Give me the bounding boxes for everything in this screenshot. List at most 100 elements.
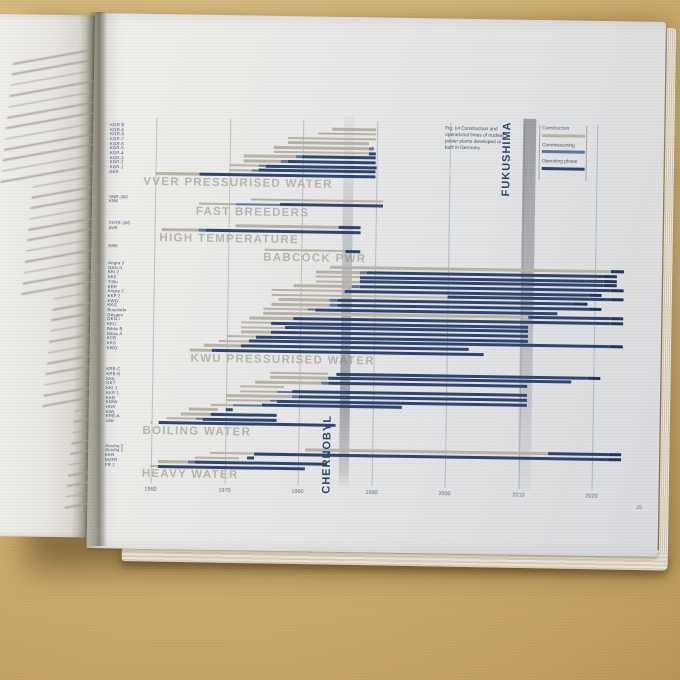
bar-commissioning <box>329 299 338 302</box>
row-label: KGR-7 <box>109 137 124 142</box>
row-label: KKP 2 <box>107 294 121 299</box>
bar-construction <box>209 451 255 455</box>
bar-commissioning <box>195 417 204 421</box>
bar-construction <box>241 325 286 330</box>
blurred-text-line <box>6 100 96 119</box>
bar-construction <box>278 298 330 302</box>
bar-commissioning <box>198 228 207 232</box>
bar-operating <box>262 404 402 410</box>
legend-swatch <box>541 166 585 171</box>
bar-commissioning <box>295 155 302 159</box>
bar-operating-end <box>610 298 624 302</box>
bar-operating-end <box>610 289 625 293</box>
row-label: KWO <box>106 345 118 351</box>
bar-operating-end <box>608 453 622 457</box>
bar-operating-end <box>603 284 617 288</box>
bar-commissioning <box>251 168 259 172</box>
axis-tick-1980: 1980 <box>291 489 304 495</box>
bar-operating-end <box>603 274 617 279</box>
legend-right-rule <box>585 125 588 181</box>
bar-construction <box>225 398 270 403</box>
blurred-text-line <box>2 141 96 162</box>
legend-label: Commissioning <box>541 142 575 148</box>
bar-operating <box>345 249 361 253</box>
bar-construction <box>315 275 360 279</box>
blurred-text-line <box>5 110 96 130</box>
bar-operating-end <box>573 302 588 306</box>
bar-construction <box>248 316 293 320</box>
group-header: HIGH TEMPERATURE <box>159 231 299 246</box>
right-page: Fig. 14 Construction and operational tim… <box>86 13 666 557</box>
book-spine-crease <box>87 12 107 546</box>
row-label: KKS <box>106 341 116 346</box>
bar-construction <box>271 288 345 293</box>
legend-label: Operating phase <box>541 159 578 165</box>
blurred-text-line <box>27 212 96 231</box>
row-label: THTR-300 <box>108 221 131 226</box>
bar-construction <box>204 344 241 348</box>
legend-swatch <box>541 150 585 154</box>
bar-construction <box>226 334 256 339</box>
bar-operating <box>301 155 377 160</box>
row-label: Angra 3 <box>108 261 125 266</box>
row-label: KGR B <box>110 123 125 128</box>
bar-operating <box>246 456 254 460</box>
row-label: KWW <box>105 400 118 405</box>
row-label: Biblis B <box>107 327 123 332</box>
group-header: BOILING WATER <box>142 424 252 439</box>
bar-arrow <box>611 270 625 274</box>
bar-construction <box>332 127 377 132</box>
chernobyl-label: CHERNOBYL <box>320 414 334 494</box>
blurred-text-line <box>0 161 96 183</box>
bar-commissioning <box>258 164 266 168</box>
bar-commissioning <box>307 308 316 311</box>
bar-operating-end <box>587 376 601 380</box>
bar-construction <box>255 380 322 385</box>
bar-construction <box>288 141 370 146</box>
bar-operating-end <box>588 293 602 297</box>
legend-left-rule <box>538 124 541 181</box>
bar-operating <box>287 159 377 165</box>
row-label: KGR-1 <box>109 165 124 170</box>
bar-construction <box>181 412 211 416</box>
bar-construction <box>158 460 188 464</box>
row-label: KNK <box>109 199 119 204</box>
bar-operating <box>528 316 611 321</box>
bar-commissioning <box>359 271 368 274</box>
bar-construction <box>150 421 152 424</box>
bar-construction <box>243 159 281 163</box>
bar-construction <box>240 389 278 393</box>
row-label: KKI 1 <box>106 386 118 391</box>
bar-construction <box>241 330 271 334</box>
axis-tick-2020: 2020 <box>585 493 598 500</box>
row-label: KMK <box>108 244 119 250</box>
axis-tick-2010: 2010 <box>511 492 525 499</box>
row-label: HDR <box>105 405 116 410</box>
bar-construction <box>315 270 360 274</box>
bar-commissioning <box>280 160 288 163</box>
bar-commissioning <box>329 303 338 307</box>
bar-construction <box>218 339 249 343</box>
bar-operating <box>210 412 277 417</box>
bar-operating <box>368 151 376 155</box>
bar-construction <box>229 168 252 172</box>
bar-construction <box>195 456 240 460</box>
group-header: FAST BREEDERS <box>195 205 310 220</box>
left-page <box>0 14 96 538</box>
bar-commissioning <box>276 390 292 394</box>
row-label: AVR <box>108 225 118 231</box>
blurred-text-line <box>4 120 96 140</box>
bar-construction <box>240 385 285 389</box>
bar-commissioning <box>321 381 329 385</box>
bar-construction <box>288 136 377 141</box>
bar-operating-end <box>609 345 624 349</box>
bar-construction <box>229 163 259 167</box>
bar-construction <box>225 394 292 398</box>
blurred-text-line <box>1 151 96 173</box>
row-label: KKP 1 <box>105 391 119 396</box>
bar-construction <box>161 228 199 232</box>
row-label: Trillo <box>107 280 118 285</box>
left-page-blurred-text <box>0 49 96 537</box>
row-label: KKE <box>107 275 117 280</box>
